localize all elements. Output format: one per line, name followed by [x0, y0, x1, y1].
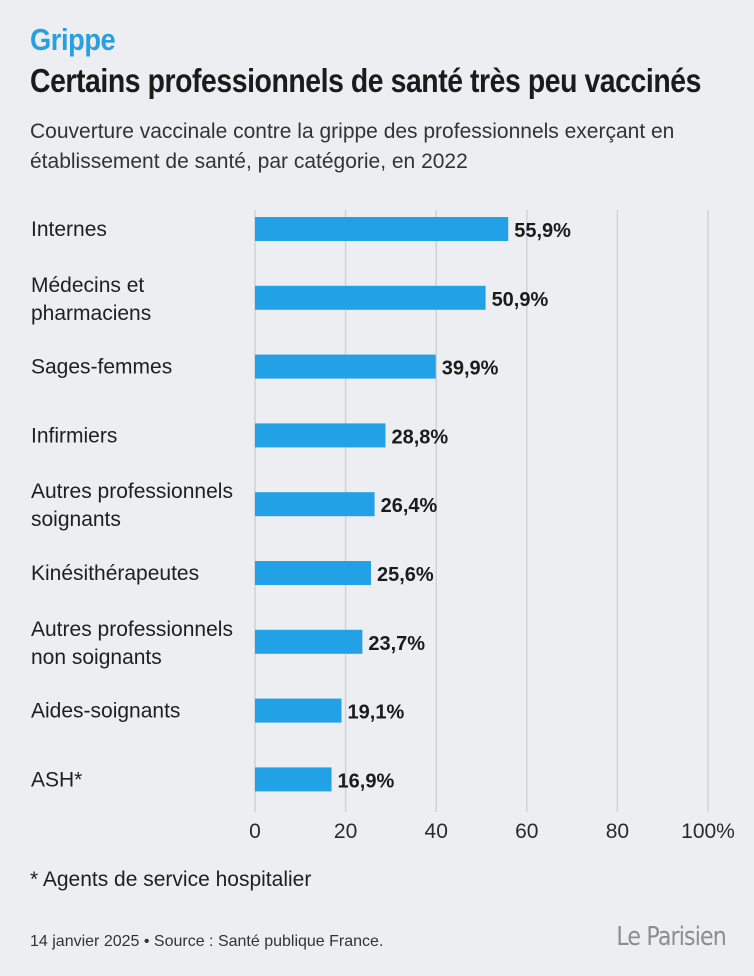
category-label: Infirmiers: [31, 424, 117, 447]
data-label: 16,9%: [338, 770, 395, 792]
footnote: * Agents de service hospitalier: [30, 868, 312, 891]
chart-title: Certains professionnels de santé très pe…: [30, 62, 701, 99]
category-label: Kinésithérapeutes: [31, 562, 199, 585]
data-label: 39,9%: [442, 358, 499, 380]
x-tick-label: 0: [249, 820, 261, 843]
data-label: 25,6%: [377, 564, 434, 586]
data-label: 28,8%: [391, 426, 448, 448]
data-label: 19,1%: [348, 702, 405, 724]
source-credit: 14 janvier 2025 • Source : Santé publiqu…: [30, 933, 384, 950]
data-label: 26,4%: [381, 495, 438, 517]
bar: [255, 423, 386, 448]
data-label: 23,7%: [368, 633, 425, 655]
le-parisien-logo: Le Parisien: [616, 922, 726, 952]
category-label: Médecins et pharmaciens: [31, 274, 151, 325]
x-tick-label: 80: [606, 820, 629, 843]
kicker: Grippe: [30, 22, 116, 57]
data-label: 55,9%: [514, 220, 571, 242]
category-label: Internes: [31, 218, 107, 241]
x-tick-label: 20: [334, 820, 357, 843]
category-label: Autres professionnels non soignants: [31, 618, 233, 669]
bar: [255, 698, 342, 723]
data-label: 50,9%: [492, 289, 549, 311]
x-tick-label: 40: [425, 820, 448, 843]
bar: [255, 767, 332, 792]
bar: [255, 561, 371, 585]
bar: [255, 492, 375, 517]
category-label: ASH*: [31, 768, 82, 791]
bar: [255, 217, 509, 241]
bar: [255, 354, 436, 379]
bar: [255, 629, 363, 654]
category-label: Aides-soignants: [31, 700, 180, 723]
bar: [255, 285, 486, 310]
x-tick-label: 60: [515, 820, 538, 843]
chart-subtitle: Couverture vaccinale contre la grippe de…: [30, 120, 675, 173]
category-label: Autres professionnels soignants: [31, 480, 233, 531]
category-label: Sages-femmes: [31, 356, 172, 379]
x-tick-label: 100%: [681, 820, 735, 843]
